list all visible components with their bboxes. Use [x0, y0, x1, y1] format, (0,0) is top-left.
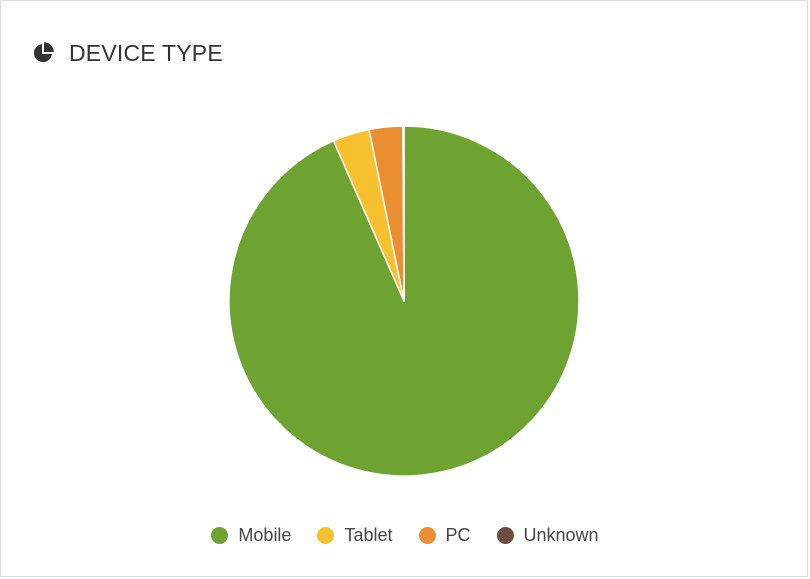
legend-label: Unknown [523, 525, 599, 545]
card-title: DEVICE TYPE [69, 39, 223, 66]
legend-item-pc[interactable]: PC [418, 525, 471, 546]
legend-dot-unknown [496, 527, 514, 544]
legend-label: PC [445, 525, 471, 545]
pie-slice-unknown[interactable] [402, 125, 405, 302]
legend-item-tablet[interactable]: Tablet [317, 525, 393, 546]
legend-dot-pc [418, 527, 436, 544]
pie-chart-icon [33, 42, 54, 63]
legend-label: Mobile [238, 525, 292, 545]
legend-item-unknown[interactable]: Unknown [496, 525, 599, 546]
legend-label: Tablet [344, 525, 393, 545]
legend-item-mobile[interactable]: Mobile [211, 525, 291, 546]
card-header: DEVICE TYPE [31, 37, 223, 69]
legend-dot-mobile [211, 527, 229, 544]
legend-dot-tablet [317, 527, 335, 544]
chart-legend: Mobile Tablet PC Unknown [1, 525, 809, 546]
